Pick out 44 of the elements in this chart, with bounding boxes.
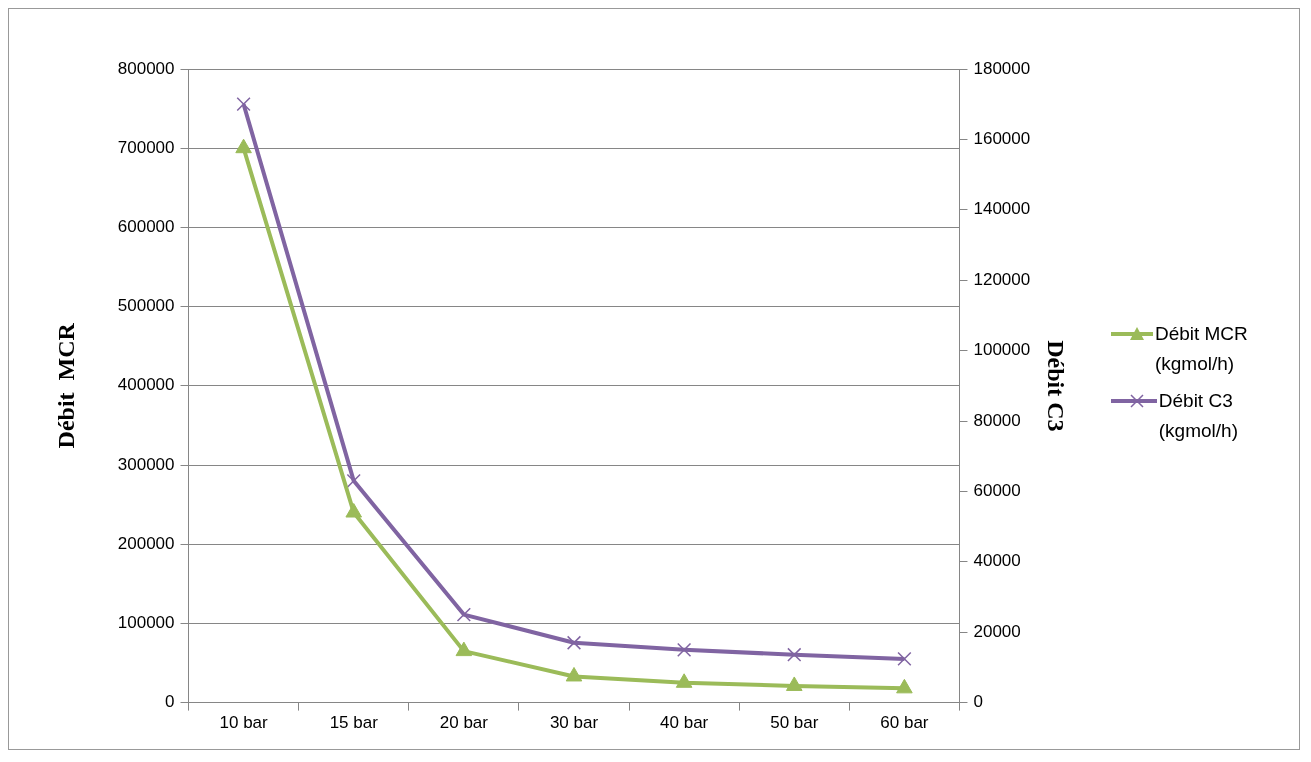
point xyxy=(565,666,583,682)
legend-label: Débit C3 (kgmol/h) xyxy=(1158,389,1239,443)
y-tick-label: 400000 xyxy=(117,375,175,395)
legend-label: Débit MCR (kgmol/h) xyxy=(1154,322,1249,376)
point xyxy=(675,673,693,688)
point xyxy=(456,607,471,622)
y-tick-label: 600000 xyxy=(117,217,175,237)
y-tick-label: 0 xyxy=(165,692,175,712)
point xyxy=(345,503,363,518)
y-tick-label: 200000 xyxy=(117,533,175,553)
x-tick-label: 60 bar xyxy=(880,713,929,733)
x-tick-label: 30 bar xyxy=(549,713,599,733)
x-tick-label: 20 bar xyxy=(439,713,489,733)
y-tick-label: 700000 xyxy=(117,137,175,157)
point xyxy=(346,473,361,488)
x-tick-label: 50 bar xyxy=(770,713,819,733)
point xyxy=(455,641,473,657)
y-axis-title: Débit MCR xyxy=(52,322,79,449)
point xyxy=(785,676,803,691)
x-tick-label: 15 bar xyxy=(329,713,379,733)
point xyxy=(566,635,582,650)
point xyxy=(787,647,802,662)
y2-axis-title: Débit C3 xyxy=(1043,340,1070,432)
y2-tick-label: 0 xyxy=(973,692,983,712)
point xyxy=(897,651,912,667)
y2-tick-label: 60000 xyxy=(973,481,1021,501)
y-tick-label: 800000 xyxy=(117,58,175,78)
point xyxy=(896,678,913,694)
point xyxy=(677,642,692,657)
y-tick-label: 500000 xyxy=(117,296,175,316)
x-tick-label: 40 bar xyxy=(660,713,709,733)
point xyxy=(235,138,252,154)
y-tick-label: 100000 xyxy=(117,613,175,633)
y2-tick-label: 40000 xyxy=(973,551,1021,571)
x-tick-label: 10 bar xyxy=(219,713,269,733)
y2-tick-label: 100000 xyxy=(973,340,1031,360)
y2-tick-label: 140000 xyxy=(973,199,1031,219)
y2-tick-label: 120000 xyxy=(973,269,1031,289)
y-tick-label: 300000 xyxy=(117,454,175,474)
y2-tick-label: 80000 xyxy=(973,410,1021,430)
point xyxy=(236,97,251,112)
y2-tick-label: 20000 xyxy=(973,621,1021,641)
y2-tick-label: 180000 xyxy=(973,58,1031,78)
y2-tick-label: 160000 xyxy=(973,129,1031,149)
